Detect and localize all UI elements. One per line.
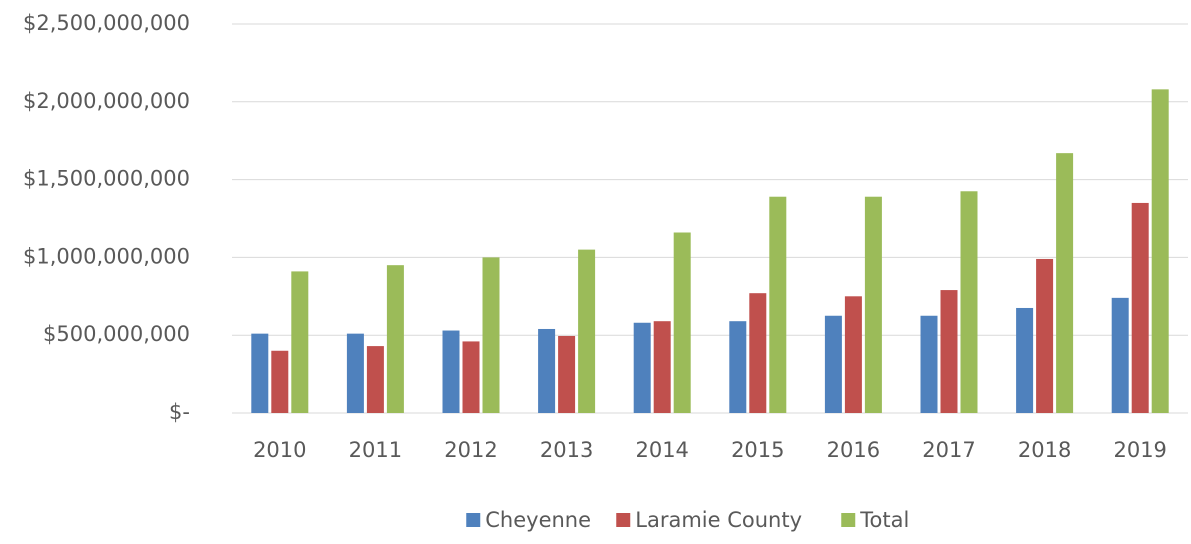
bar (673, 232, 691, 413)
bar (844, 296, 862, 413)
bar (251, 333, 269, 413)
bar (346, 333, 364, 413)
x-tick-label: 2011 (349, 438, 402, 462)
x-tick-label: 2018 (1018, 438, 1071, 462)
x-tick-label: 2016 (827, 438, 880, 462)
legend-swatch (466, 513, 481, 527)
bar (271, 350, 289, 413)
bar (462, 341, 480, 413)
legend-label: Laramie County (635, 508, 802, 532)
legend-swatch (841, 513, 856, 527)
x-tick-label: 2017 (922, 438, 975, 462)
legend-swatch (616, 513, 631, 527)
bar (1131, 202, 1149, 413)
bar (1151, 89, 1169, 414)
x-tick-label: 2015 (731, 438, 784, 462)
y-tick-label: $1,500,000,000 (23, 167, 190, 191)
bar (1016, 307, 1034, 413)
bar (769, 196, 787, 413)
legend-label: Cheyenne (485, 508, 591, 532)
bar (538, 328, 556, 413)
bar (960, 191, 978, 413)
legend-label: Total (859, 508, 909, 532)
bar (940, 290, 958, 413)
bar (653, 321, 671, 413)
x-tick-label: 2012 (444, 438, 497, 462)
x-tick-label: 2014 (635, 438, 688, 462)
y-tick-label: $- (169, 400, 190, 424)
bar (824, 315, 842, 413)
y-tick-label: $2,500,000,000 (23, 11, 190, 35)
y-tick-label: $500,000,000 (43, 322, 190, 346)
bar (442, 330, 460, 413)
bar (578, 249, 596, 413)
y-tick-label: $1,000,000,000 (23, 244, 190, 268)
x-tick-label: 2013 (540, 438, 593, 462)
bar (633, 322, 651, 413)
y-tick-label: $2,000,000,000 (23, 89, 190, 113)
bar (1056, 153, 1074, 413)
bar (386, 265, 404, 413)
bar (729, 321, 747, 413)
bar (558, 335, 576, 413)
bar (864, 196, 882, 413)
bar (291, 271, 309, 413)
bar (366, 346, 384, 413)
bar (1111, 297, 1129, 413)
bar (920, 315, 938, 413)
bar (482, 257, 500, 413)
bar (1036, 258, 1054, 413)
x-tick-label: 2010 (253, 438, 306, 462)
x-tick-label: 2019 (1113, 438, 1166, 462)
bar (749, 293, 767, 413)
